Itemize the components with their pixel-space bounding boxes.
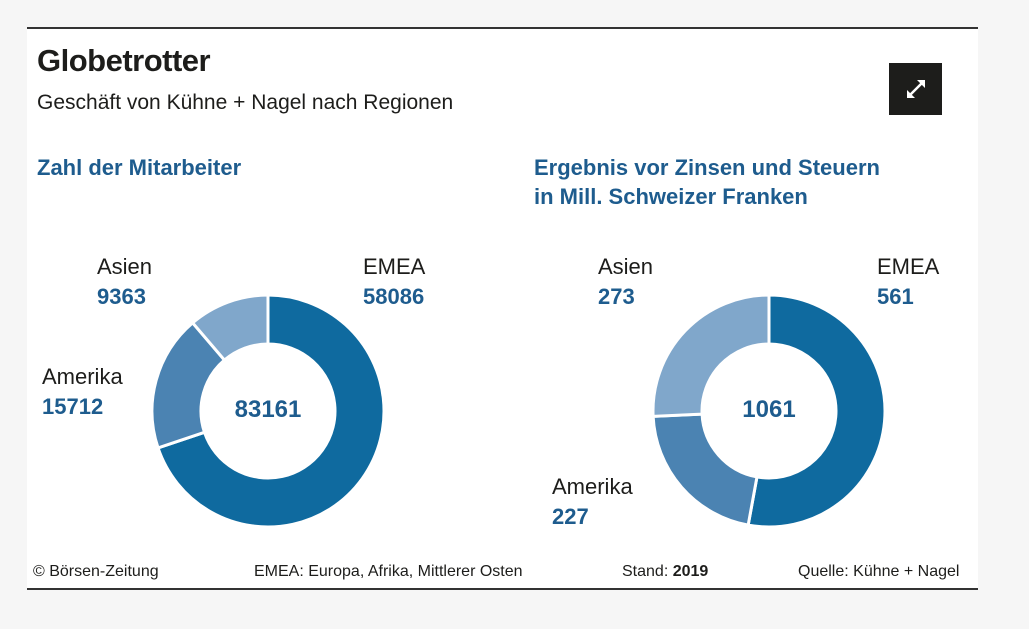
page-subtitle: Geschäft von Kühne + Nagel nach Regionen bbox=[37, 91, 454, 114]
donut-slice-amerika bbox=[652, 412, 759, 527]
footer-note: EMEA: Europa, Afrika, Mittlerer Osten bbox=[254, 563, 523, 580]
donut-slice-emea bbox=[746, 294, 886, 528]
chart2-title: Ergebnis vor Zinsen und Steuern in Mill. … bbox=[534, 155, 880, 209]
chart2-label-emea: EMEA 561 bbox=[877, 254, 940, 309]
footer-source: Quelle: Kühne + Nagel bbox=[798, 563, 960, 580]
chart2-label-amerika: Amerika 227 bbox=[552, 474, 633, 529]
chart1-label-asien: Asien 9363 bbox=[97, 254, 153, 309]
chart2-total: 1061 bbox=[742, 396, 796, 423]
expand-button[interactable] bbox=[889, 63, 942, 115]
chart1-label-emea: EMEA 58086 bbox=[363, 254, 426, 309]
chart1-title: Zahl der Mitarbeiter bbox=[37, 155, 242, 180]
chart2-donut bbox=[652, 294, 886, 528]
donut-slice-emea bbox=[156, 294, 385, 528]
footer-copyright: © Börsen-Zeitung bbox=[33, 563, 159, 580]
footer-stand: Stand: 2019 bbox=[622, 563, 709, 580]
chart1-label-amerika: Amerika 15712 bbox=[42, 364, 123, 419]
expand-arrows-icon bbox=[906, 80, 925, 98]
page-title: Globetrotter bbox=[37, 43, 211, 78]
donut-slice-asien bbox=[652, 294, 771, 418]
chart-card: Globetrotter Geschäft von Kühne + Nagel … bbox=[27, 27, 978, 590]
chart1-donut bbox=[151, 294, 385, 528]
chart1-total: 83161 bbox=[234, 396, 302, 423]
donut-slice-asien bbox=[190, 294, 270, 363]
chart2-label-asien: Asien 273 bbox=[598, 254, 654, 309]
